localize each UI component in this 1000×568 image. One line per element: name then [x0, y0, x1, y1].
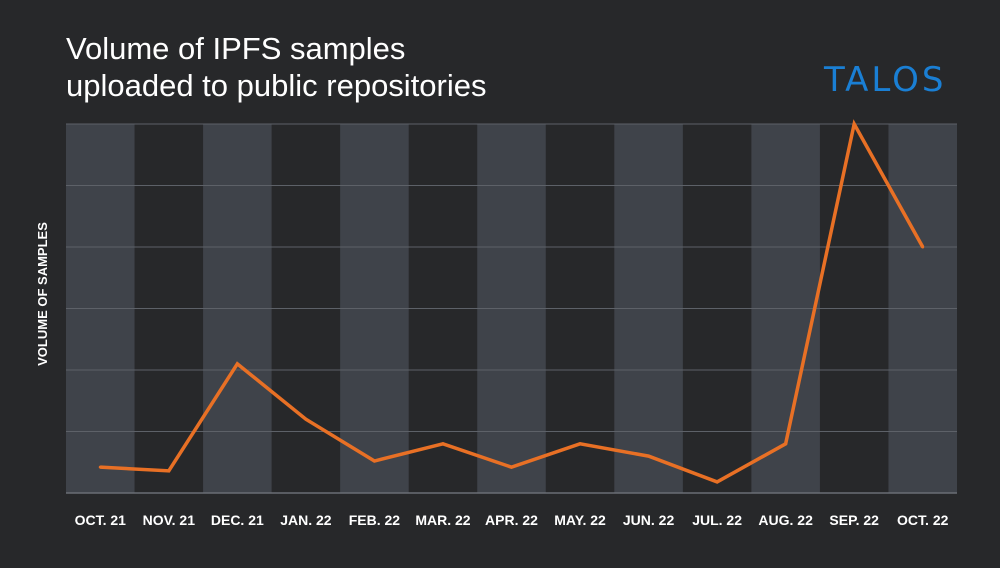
x-tick-label: SEP. 22: [829, 512, 879, 528]
x-tick-label: JUL. 22: [692, 512, 742, 528]
data-point-5: [441, 442, 445, 446]
data-point-6: [510, 465, 513, 469]
x-axis-ticks: OCT. 21 NOV. 21 DEC. 21 JAN. 22 FEB. 22 MAR. …: [75, 512, 949, 528]
chart-title-line-2: uploaded to public repositories: [66, 68, 487, 103]
data-point-3: [304, 417, 308, 421]
data-point-8: [647, 454, 651, 458]
x-tick-label: MAR. 22: [415, 512, 470, 528]
data-point-9: [715, 480, 719, 484]
x-tick-label: DEC. 21: [211, 512, 264, 528]
data-point-4: [372, 459, 376, 463]
data-point-12: [921, 245, 925, 249]
y-axis-label: VOLUME OF SAMPLES: [35, 222, 50, 366]
x-tick-label: JAN. 22: [280, 512, 332, 528]
series-layer: [98, 119, 925, 484]
x-tick-label: MAY. 22: [554, 512, 606, 528]
x-tick-label: JUN. 22: [623, 512, 675, 528]
data-point-11: [852, 122, 856, 126]
talos-logo: TALOS: [824, 60, 947, 100]
x-tick-label: OCT. 22: [897, 512, 949, 528]
data-point-0: [98, 465, 102, 469]
x-tick-label: NOV. 21: [143, 512, 196, 528]
chart-title: Volume of IPFS samples uploaded to publi…: [66, 30, 686, 104]
x-tick-label: OCT. 21: [75, 512, 127, 528]
gridlines: [66, 123, 957, 494]
data-point-2: [235, 362, 239, 366]
x-tick-label: AUG. 22: [758, 512, 813, 528]
data-point-1: [167, 469, 171, 473]
x-tick-label: FEB. 22: [349, 512, 401, 528]
data-point-7: [578, 442, 582, 446]
x-tick-label: APR. 22: [485, 512, 538, 528]
chart-title-line-1: Volume of IPFS samples: [66, 31, 406, 66]
data-point-10: [784, 442, 788, 446]
